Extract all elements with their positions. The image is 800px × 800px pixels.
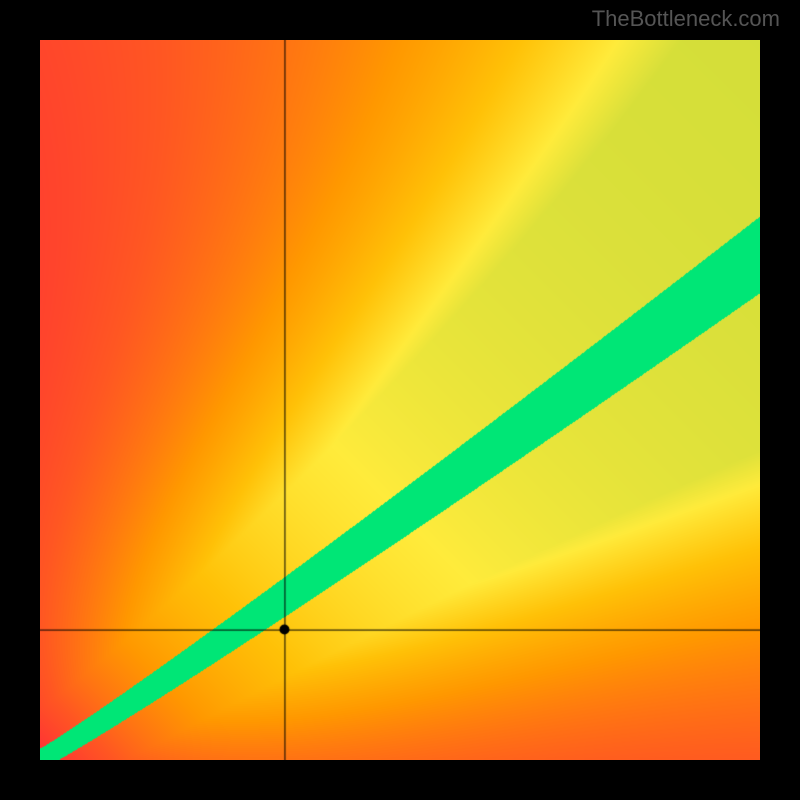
watermark-text: TheBottleneck.com: [592, 6, 780, 32]
heatmap-plot: [40, 40, 760, 760]
heatmap-canvas: [40, 40, 760, 760]
chart-container: TheBottleneck.com: [0, 0, 800, 800]
